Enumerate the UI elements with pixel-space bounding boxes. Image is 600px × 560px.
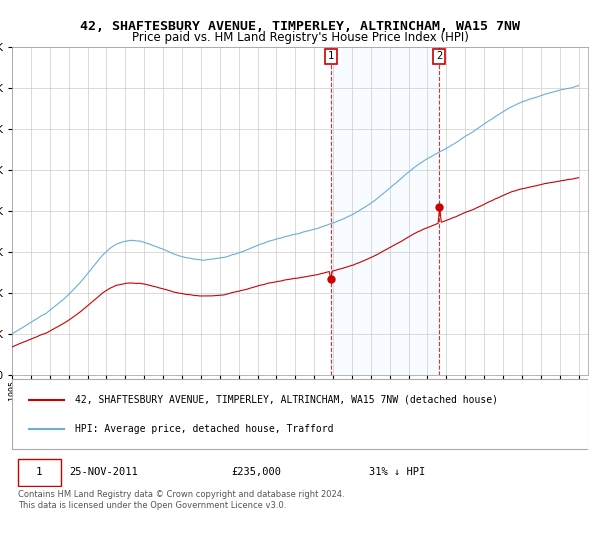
Bar	[331, 48, 439, 375]
Text: Contains HM Land Registry data © Crown copyright and database right 2024.
This d: Contains HM Land Registry data © Crown c…	[18, 491, 344, 510]
Text: 31% ↓ HPI: 31% ↓ HPI	[369, 467, 425, 477]
Text: 2: 2	[436, 52, 442, 62]
Text: 1: 1	[328, 52, 334, 62]
Text: 42, SHAFTESBURY AVENUE, TIMPERLEY, ALTRINCHAM, WA15 7NW: 42, SHAFTESBURY AVENUE, TIMPERLEY, ALTRI…	[80, 20, 520, 32]
Text: 1: 1	[35, 467, 43, 477]
Text: 42, SHAFTESBURY AVENUE, TIMPERLEY, ALTRINCHAM, WA15 7NW (detached house): 42, SHAFTESBURY AVENUE, TIMPERLEY, ALTRI…	[76, 395, 499, 405]
FancyBboxPatch shape	[18, 459, 61, 486]
Text: Price paid vs. HM Land Registry's House Price Index (HPI): Price paid vs. HM Land Registry's House …	[131, 31, 469, 44]
FancyBboxPatch shape	[12, 379, 588, 449]
Text: 25-NOV-2011: 25-NOV-2011	[70, 467, 139, 477]
Text: £235,000: £235,000	[231, 467, 281, 477]
Text: HPI: Average price, detached house, Trafford: HPI: Average price, detached house, Traf…	[76, 424, 334, 434]
